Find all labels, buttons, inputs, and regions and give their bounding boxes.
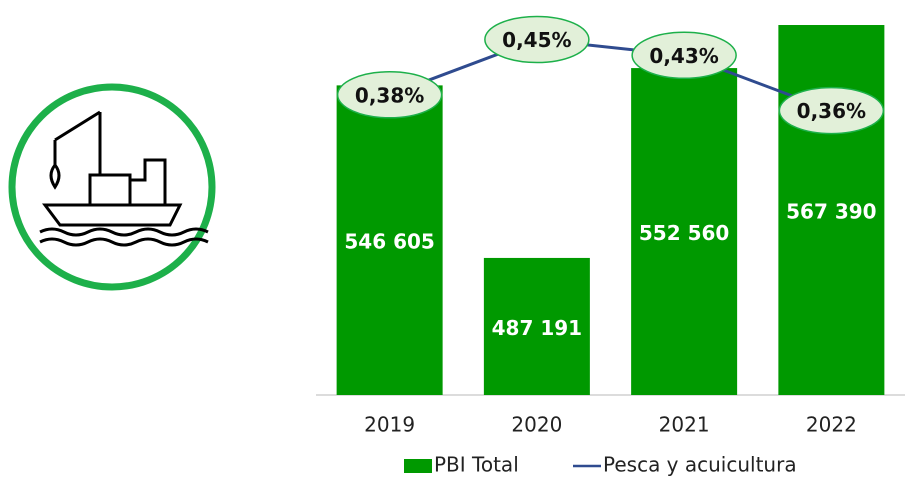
line-marker-label-bg [631,31,737,80]
bar [631,68,738,396]
bar [483,257,590,395]
bar-value-label: 546 605 [344,230,434,254]
legend-label: PBI Total [434,453,519,477]
bar-value-label: 552 560 [639,221,729,245]
line-marker-label-bg [484,15,590,64]
fishing-boat-icon [8,83,216,291]
line-value-label: 0,45% [502,28,571,52]
line-value-label: 0,36% [797,99,866,123]
x-tick-label: 2021 [659,413,710,437]
line-value-label: 0,43% [649,44,718,68]
x-tick-label: 2019 [364,413,415,437]
line-marker-label-bg [778,86,885,135]
line-marker-label-bg [336,71,443,119]
bar [778,25,885,395]
legend-label: Pesca y acuicultura [603,453,797,477]
x-tick-label: 2020 [511,413,562,437]
bar-value-label: 487 191 [492,316,582,340]
bar [336,85,443,395]
bar-value-label: 567 390 [786,200,876,224]
legend-swatch [404,459,432,473]
line [389,37,832,113]
x-tick-label: 2022 [806,413,857,437]
line-value-label: 0,38% [355,83,424,107]
